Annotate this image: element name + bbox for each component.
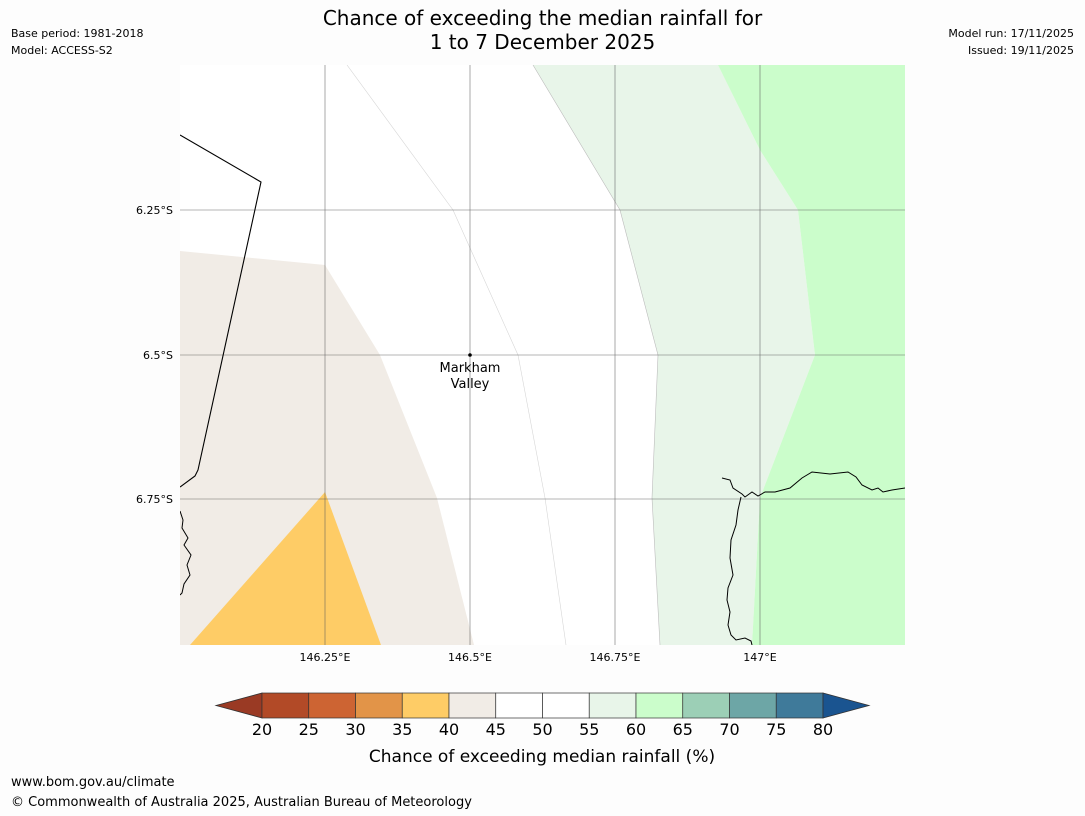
colorbar-tick-label: 55: [579, 720, 599, 739]
colorbar-segment: [261, 692, 310, 719]
colorbar-tick-label: 65: [673, 720, 693, 739]
colorbar-segment: [401, 692, 450, 719]
colorbar-segment: [542, 692, 590, 719]
title-line-2: 1 to 7 December 2025: [429, 30, 656, 54]
footer-copyright: © Commonwealth of Australia 2025, Austra…: [11, 795, 472, 810]
place-marker-markham-valley[interactable]: [468, 353, 472, 357]
colorbar-segment: [635, 692, 684, 719]
colorbar-tick-label: 75: [766, 720, 786, 739]
place-label-line-2: Valley: [451, 377, 490, 392]
model-name: Model: ACCESS-S2: [11, 44, 113, 57]
colorbar-under-triangle: [214, 692, 263, 719]
colorbar: 20 25 30 35 40 45 50 55 60 65 70 75 80 Chance of exc…: [214, 692, 871, 767]
map-title: Chance of exceeding the median rainfall …: [0, 6, 1085, 54]
longitude-labels: 146.25°E 146.5°E 146.75°E 147°E: [300, 651, 777, 664]
colorbar-title: Chance of exceeding median rainfall (%): [369, 747, 715, 767]
latitude-labels: 6.25°S 6.5°S 6.75°S: [136, 204, 173, 506]
colorbar-tick-label: 60: [626, 720, 646, 739]
lon-label-146-75: 146.75°E: [590, 651, 641, 664]
colorbar-tick-label: 30: [345, 720, 365, 739]
lon-label-146-25: 146.25°E: [300, 651, 351, 664]
colorbar-tick-label: 80: [813, 720, 833, 739]
gridlines: [180, 65, 905, 645]
colorbar-ticks: 20 25 30 35 40 45 50 55 60 65 70 75 80: [252, 720, 833, 739]
colorbar-tick-label: 50: [532, 720, 552, 739]
colorbar-segment: [495, 692, 543, 719]
place-label-line-1: Markham: [440, 361, 501, 376]
region-35-40: [190, 492, 381, 645]
region-40-45: [180, 251, 474, 645]
colorbar-segment: [682, 692, 730, 719]
run-info: Model run: 17/11/2025 Issued: 19/11/2025: [948, 25, 1074, 59]
colorbar-tick-label: 20: [252, 720, 272, 739]
colorbar-segment: [355, 692, 403, 719]
colorbar-segment: [729, 692, 777, 719]
model-info: Base period: 1981-2018 Model: ACCESS-S2: [11, 25, 143, 59]
river-line: [726, 496, 753, 645]
colorbar-tick-label: 25: [299, 720, 319, 739]
colorbar-tick-label: 70: [719, 720, 739, 739]
colorbar-segment: [775, 692, 824, 719]
colorbar-tick-label: 35: [392, 720, 412, 739]
footer-url[interactable]: www.bom.gov.au/climate: [11, 775, 175, 790]
boundary-line: [180, 134, 262, 488]
lon-label-146-5: 146.5°E: [448, 651, 492, 664]
base-period: Base period: 1981-2018: [11, 27, 144, 40]
lat-label-6-5: 6.5°S: [143, 349, 173, 362]
title-line-1: Chance of exceeding the median rainfall …: [322, 6, 763, 30]
colorbar-over-triangle: [822, 692, 871, 719]
model-run: Model run: 17/11/2025: [948, 27, 1074, 40]
issued-date: Issued: 19/11/2025: [967, 44, 1074, 57]
colorbar-tick-label: 40: [439, 720, 459, 739]
colorbar-segment: [308, 692, 356, 719]
colorbar-segments: [261, 692, 824, 719]
colorbar-segment: [448, 692, 497, 719]
coastline-west: [180, 510, 192, 596]
lat-label-6-75: 6.75°S: [136, 493, 173, 506]
lat-label-6-25: 6.25°S: [136, 204, 173, 217]
colorbar-segment: [588, 692, 637, 719]
coastline-east: [721, 471, 905, 498]
lon-label-147: 147°E: [743, 651, 776, 664]
colorbar-tick-label: 45: [486, 720, 506, 739]
map-panel[interactable]: Markham Valley: [180, 65, 905, 645]
